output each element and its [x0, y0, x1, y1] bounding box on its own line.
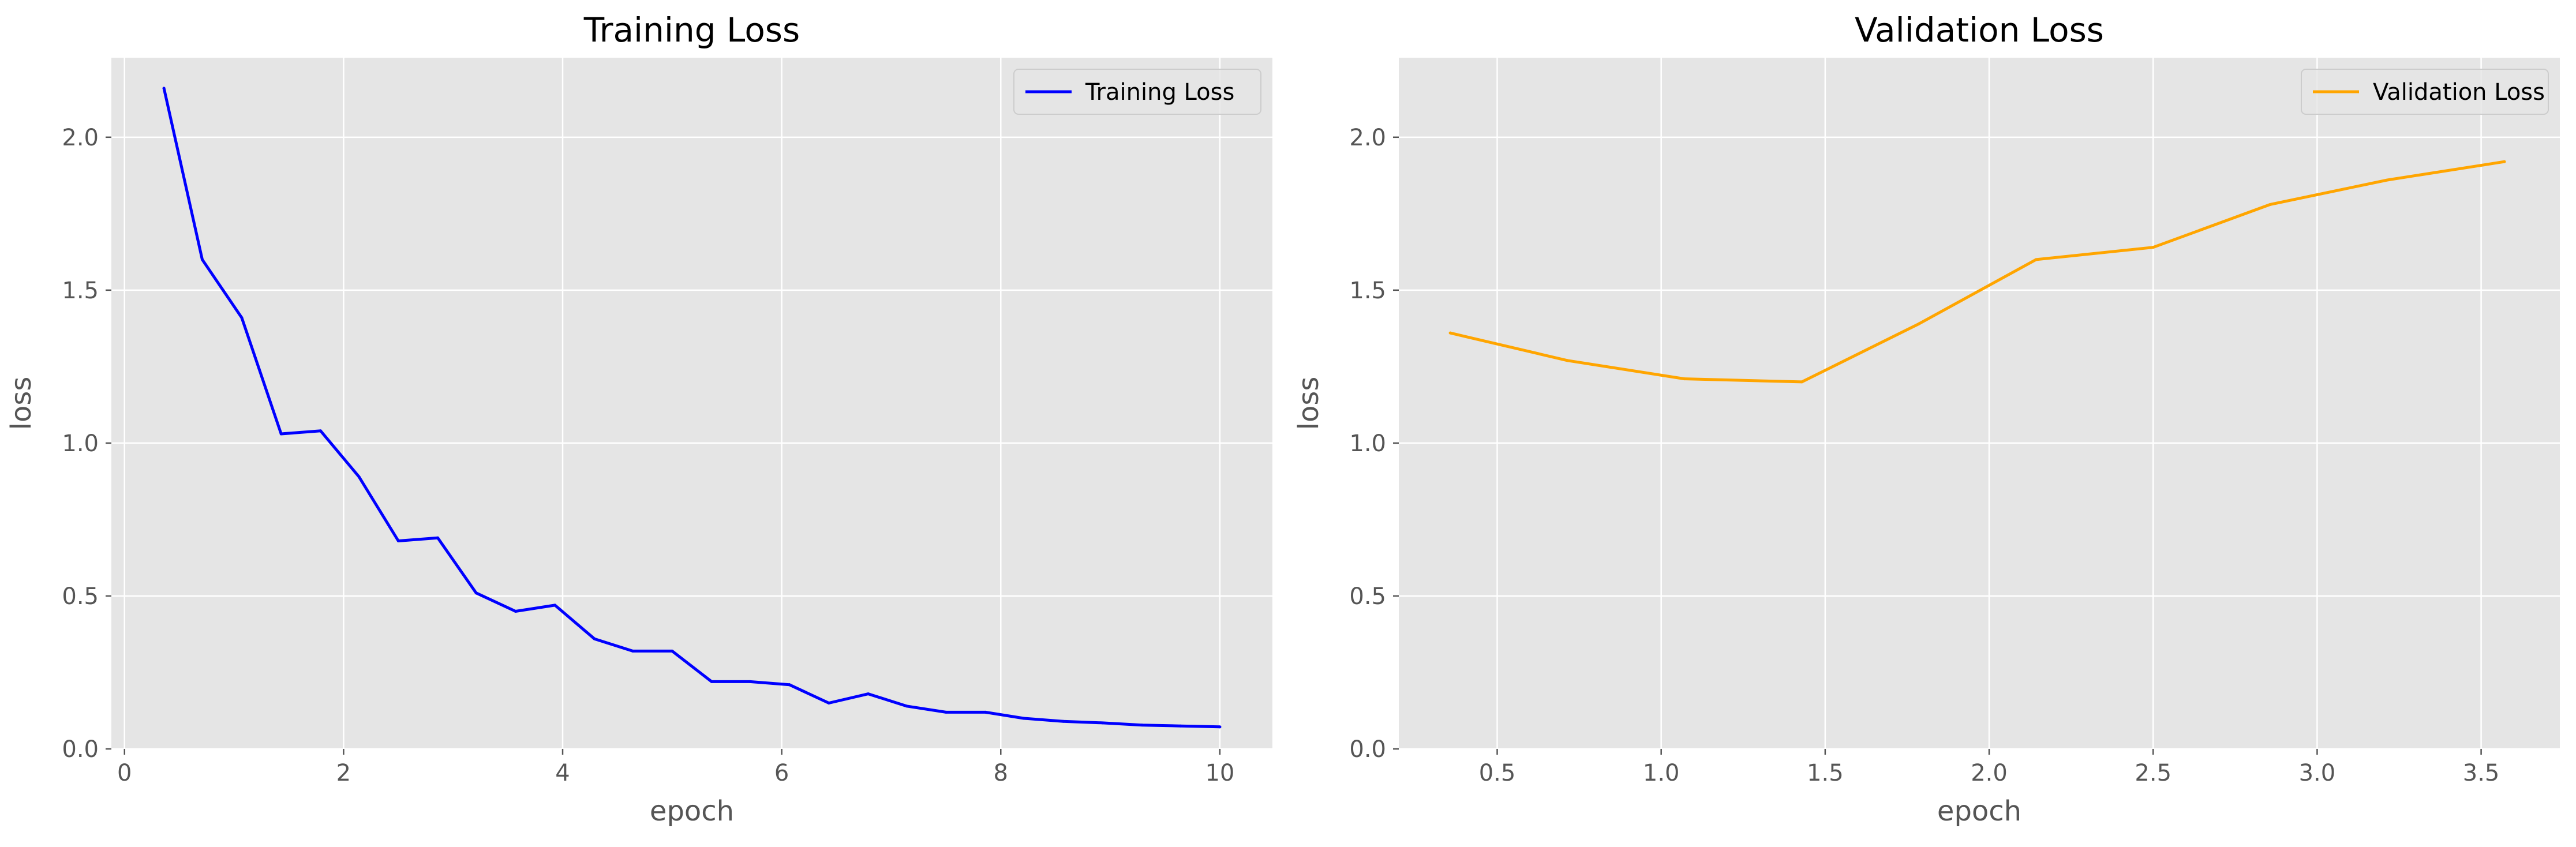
chart2-y-tick-label: 0.5 — [1349, 583, 1386, 610]
chart2-data-point — [1800, 380, 1804, 384]
chart2-x-tick-label: 0.5 — [1479, 760, 1516, 786]
chart1-data-point — [1061, 719, 1065, 723]
chart2-x-tick-label: 2.0 — [1971, 760, 2008, 786]
chart2-axes: 0.5 1.0 1.5 2.0 2.5 3.0 3.5 0.0 0.5 1.0 1.5 2.0 Vali… — [1293, 10, 2560, 827]
chart2-legend-label: Validation Loss — [2373, 79, 2545, 106]
chart1-y-tick-label: 0.5 — [62, 583, 99, 610]
chart2-y-tick-label: 1.5 — [1349, 278, 1386, 304]
chart1-data-point — [279, 432, 283, 436]
chart1-data-point — [162, 87, 166, 90]
chart2-data-point — [1917, 322, 1920, 325]
chart1-data-point — [593, 637, 596, 640]
chart2-data-point — [2034, 258, 2038, 261]
chart1-data-point — [1101, 721, 1104, 725]
chart1-x-tick-label: 0 — [117, 760, 132, 786]
chart1-data-point — [1140, 724, 1144, 727]
chart1-data-point — [867, 692, 870, 696]
chart1-y-tick-label: 1.0 — [62, 430, 99, 457]
chart1-series-line — [162, 87, 1222, 729]
chart2-data-point — [2268, 203, 2272, 206]
chart1-x-tick-label: 6 — [774, 760, 789, 786]
chart1-plot-area — [111, 58, 1272, 749]
chart1-y-tick-label: 1.5 — [62, 278, 99, 304]
chart2-x-tick-label: 1.5 — [1807, 760, 1844, 786]
chart1-data-point — [788, 683, 791, 687]
chart2-y-axis-label: loss — [1293, 377, 1325, 430]
chart2-y-tick-label: 1.0 — [1349, 430, 1386, 457]
chart1-data-point — [944, 710, 948, 714]
chart2-data-point — [1683, 377, 1686, 381]
chart1-x-tick-label: 8 — [994, 760, 1008, 786]
chart1-legend: Training Loss — [1013, 69, 1261, 115]
chart2-plot-area — [1399, 58, 2560, 749]
chart2-data-point — [2386, 178, 2389, 182]
chart1-data-point — [1022, 717, 1025, 720]
chart2-legend-box — [2301, 69, 2549, 115]
chart2-data-point — [2503, 160, 2506, 163]
chart1-data-point — [474, 591, 478, 595]
chart1-data-point — [396, 539, 400, 543]
chart1-y-tick-label: 0.0 — [62, 736, 99, 763]
chart2-data-point — [1448, 331, 1452, 335]
chart2-x-tick-label: 3.0 — [2299, 760, 2336, 786]
chart1-x-tick-label: 10 — [1205, 760, 1234, 786]
chart1-data-point — [319, 429, 323, 433]
chart1-legend-label: Training Loss — [1085, 79, 1234, 106]
chart1-data-point — [553, 604, 557, 607]
chart1-data-point — [905, 704, 908, 708]
chart2-series-line — [1448, 160, 2506, 384]
chart2-title: Validation Loss — [1855, 10, 2104, 50]
chart1-data-point — [240, 316, 244, 320]
chart1-axes: 0 2 4 6 8 10 0.0 0.5 1.0 1.5 2.0 Training Loss epoch… — [5, 10, 1272, 827]
chart1-data-point — [357, 475, 361, 478]
chart2-x-axis-label: epoch — [1937, 795, 2021, 827]
chart1-x-tick-label: 2 — [336, 760, 351, 786]
chart1-data-point — [436, 536, 440, 539]
chart1-x-tick-label: 4 — [555, 760, 570, 786]
chart2-x-tick-label: 1.0 — [1643, 760, 1680, 786]
chart1-data-point — [827, 701, 830, 704]
chart1-data-point — [201, 258, 204, 261]
chart1-legend-box — [1013, 69, 1261, 115]
chart1-data-point — [514, 609, 517, 613]
chart2-x-tick-label: 3.5 — [2463, 760, 2500, 786]
chart1-data-point — [1179, 724, 1182, 728]
chart1-data-point — [1218, 725, 1222, 729]
chart2-data-point — [1566, 359, 1569, 362]
chart1-y-axis-label: loss — [5, 377, 38, 430]
chart1-y-tick-label: 2.0 — [62, 125, 99, 151]
chart1-data-point — [748, 680, 752, 683]
chart1-x-axis-label: epoch — [650, 795, 734, 827]
chart2-y-tick-label: 0.0 — [1349, 736, 1386, 763]
chart1-data-point — [671, 649, 674, 653]
chart1-title: Training Loss — [583, 10, 800, 50]
chart2-x-tick-label: 2.5 — [2135, 760, 2171, 786]
chart2-legend: Validation Loss — [2301, 69, 2549, 115]
chart1-data-point — [631, 649, 635, 653]
chart2-data-point — [2151, 246, 2155, 249]
chart1-data-point — [984, 710, 987, 714]
chart2-y-tick-label: 2.0 — [1349, 125, 1386, 151]
chart1-data-point — [710, 680, 713, 683]
